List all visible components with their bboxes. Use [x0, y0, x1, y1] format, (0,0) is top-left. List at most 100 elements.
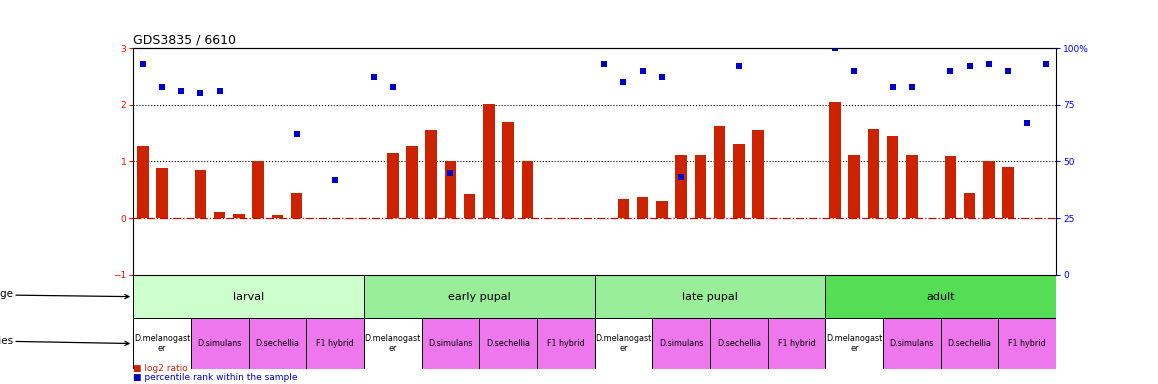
- Bar: [906, 155, 917, 218]
- Text: F1 hybrid: F1 hybrid: [547, 339, 585, 348]
- Bar: [617, 199, 629, 218]
- Point: [595, 61, 614, 67]
- Point: [845, 68, 864, 74]
- Text: GDS3835 / 6610: GDS3835 / 6610: [133, 34, 236, 47]
- Bar: [829, 102, 841, 218]
- Text: larval: larval: [233, 292, 264, 302]
- Bar: [826, 318, 884, 369]
- Bar: [887, 136, 899, 218]
- Bar: [657, 201, 668, 218]
- Text: D.simulans: D.simulans: [198, 339, 242, 348]
- Point: [614, 79, 632, 85]
- Text: D.simulans: D.simulans: [428, 339, 472, 348]
- Bar: [983, 161, 995, 218]
- Bar: [272, 215, 284, 218]
- Text: D.sechellia: D.sechellia: [717, 339, 761, 348]
- Bar: [940, 318, 998, 369]
- Bar: [425, 130, 437, 218]
- Bar: [753, 130, 764, 218]
- Bar: [826, 275, 1056, 318]
- Text: F1 hybrid: F1 hybrid: [316, 339, 354, 348]
- Bar: [483, 104, 494, 218]
- Bar: [422, 318, 479, 369]
- Point: [998, 68, 1017, 74]
- Point: [211, 88, 229, 94]
- Point: [365, 74, 383, 81]
- Text: D.sechellia: D.sechellia: [256, 339, 300, 348]
- Bar: [479, 318, 537, 369]
- Bar: [849, 155, 860, 218]
- Bar: [464, 194, 476, 218]
- Point: [133, 61, 152, 67]
- Bar: [521, 161, 533, 218]
- Point: [941, 68, 960, 74]
- Bar: [652, 318, 710, 369]
- Bar: [595, 275, 826, 318]
- Point: [960, 63, 979, 69]
- Text: D.melanogast
er: D.melanogast er: [826, 334, 882, 353]
- Text: D.sechellia: D.sechellia: [486, 339, 530, 348]
- Bar: [537, 318, 595, 369]
- Bar: [252, 161, 264, 218]
- Text: D.simulans: D.simulans: [889, 339, 935, 348]
- Bar: [291, 193, 302, 218]
- Bar: [884, 318, 940, 369]
- Text: development stage: development stage: [0, 290, 129, 300]
- Text: F1 hybrid: F1 hybrid: [778, 339, 815, 348]
- Bar: [191, 318, 249, 369]
- Bar: [233, 214, 244, 218]
- Bar: [364, 275, 595, 318]
- Text: D.sechellia: D.sechellia: [947, 339, 991, 348]
- Text: adult: adult: [926, 292, 955, 302]
- Bar: [133, 318, 191, 369]
- Point: [287, 131, 306, 137]
- Text: ■ log2 ratio: ■ log2 ratio: [133, 364, 188, 373]
- Bar: [195, 170, 206, 218]
- Bar: [867, 129, 879, 218]
- Bar: [963, 193, 975, 218]
- Bar: [710, 318, 768, 369]
- Bar: [306, 318, 364, 369]
- Bar: [945, 156, 957, 218]
- Point: [191, 90, 210, 96]
- Text: early pupal: early pupal: [448, 292, 511, 302]
- Text: D.simulans: D.simulans: [659, 339, 703, 348]
- Text: ■ percentile rank within the sample: ■ percentile rank within the sample: [133, 373, 298, 382]
- Bar: [675, 155, 687, 218]
- Text: D.melanogast
er: D.melanogast er: [134, 334, 190, 353]
- Bar: [214, 212, 226, 218]
- Bar: [713, 126, 725, 218]
- Point: [980, 61, 998, 67]
- Point: [441, 170, 460, 176]
- Point: [826, 45, 844, 51]
- Point: [653, 74, 672, 81]
- Bar: [133, 275, 364, 318]
- Point: [902, 83, 921, 89]
- Bar: [637, 197, 648, 218]
- Bar: [733, 144, 745, 218]
- Text: late pupal: late pupal: [682, 292, 738, 302]
- Bar: [768, 318, 826, 369]
- Point: [672, 174, 690, 180]
- Point: [153, 83, 171, 89]
- Point: [730, 63, 748, 69]
- Bar: [137, 146, 148, 218]
- Point: [1018, 120, 1036, 126]
- Point: [383, 83, 402, 89]
- Bar: [249, 318, 306, 369]
- Text: F1 hybrid: F1 hybrid: [1009, 339, 1046, 348]
- Point: [173, 88, 191, 94]
- Point: [633, 68, 652, 74]
- Bar: [998, 318, 1056, 369]
- Bar: [406, 146, 418, 218]
- Point: [325, 177, 344, 183]
- Text: species: species: [0, 336, 129, 346]
- Text: D.melanogast
er: D.melanogast er: [365, 334, 420, 353]
- Point: [884, 83, 902, 89]
- Bar: [695, 155, 706, 218]
- Text: D.melanogast
er: D.melanogast er: [595, 334, 652, 353]
- Bar: [503, 122, 514, 218]
- Bar: [595, 318, 652, 369]
- Bar: [364, 318, 422, 369]
- Bar: [1003, 167, 1013, 218]
